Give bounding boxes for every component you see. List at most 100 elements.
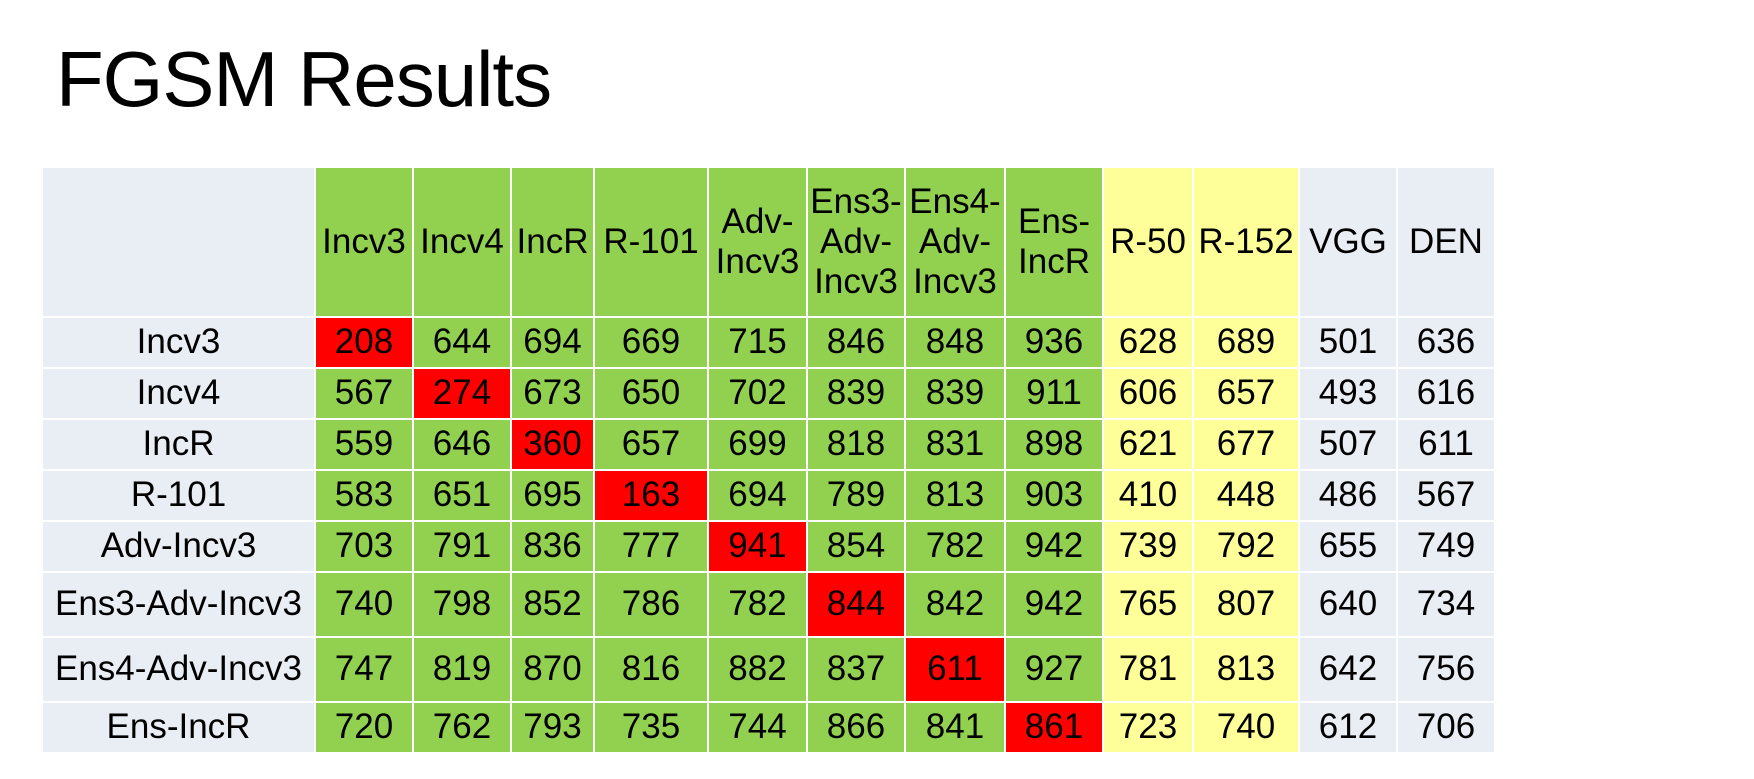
table-row: Incv3 208 644 694 669 715 846 848 936 628 689 501 63… bbox=[41, 316, 1496, 369]
column-header: R-152 bbox=[1192, 166, 1300, 318]
column-header: Ens3-Adv-Incv3 bbox=[806, 166, 906, 318]
value-cell: 702 bbox=[707, 367, 808, 420]
value-cell: 841 bbox=[904, 701, 1006, 754]
value-cell: 628 bbox=[1102, 316, 1194, 369]
row-label: Ens3-Adv-Incv3 bbox=[41, 571, 316, 638]
value-cell: 813 bbox=[1192, 636, 1300, 703]
corner-cell bbox=[41, 166, 316, 318]
value-cell: 789 bbox=[806, 469, 906, 522]
value-cell: 756 bbox=[1396, 636, 1496, 703]
value-cell: 644 bbox=[412, 316, 512, 369]
slide-title: FGSM Results bbox=[56, 35, 552, 123]
value-cell: 818 bbox=[806, 418, 906, 471]
column-header: R-101 bbox=[593, 166, 709, 318]
value-cell: 410 bbox=[1102, 469, 1194, 522]
value-cell: 781 bbox=[1102, 636, 1194, 703]
table-row: Ens3-Adv-Incv3 740 798 852 786 782 844 842 942 76… bbox=[41, 571, 1496, 638]
value-cell: 208 bbox=[314, 316, 414, 369]
column-header: Ens4-Adv-Incv3 bbox=[904, 166, 1006, 318]
value-cell: 793 bbox=[510, 701, 595, 754]
value-cell: 360 bbox=[510, 418, 595, 471]
value-cell: 848 bbox=[904, 316, 1006, 369]
value-cell: 819 bbox=[412, 636, 512, 703]
value-cell: 842 bbox=[904, 571, 1006, 638]
value-cell: 861 bbox=[1004, 701, 1104, 754]
value-cell: 870 bbox=[510, 636, 595, 703]
value-cell: 694 bbox=[707, 469, 808, 522]
value-cell: 941 bbox=[707, 520, 808, 573]
value-cell: 606 bbox=[1102, 367, 1194, 420]
value-cell: 740 bbox=[314, 571, 414, 638]
value-cell: 646 bbox=[412, 418, 512, 471]
value-cell: 836 bbox=[510, 520, 595, 573]
value-cell: 636 bbox=[1396, 316, 1496, 369]
value-cell: 723 bbox=[1102, 701, 1194, 754]
value-cell: 640 bbox=[1298, 571, 1398, 638]
value-cell: 786 bbox=[593, 571, 709, 638]
value-cell: 642 bbox=[1298, 636, 1398, 703]
value-cell: 486 bbox=[1298, 469, 1398, 522]
value-cell: 777 bbox=[593, 520, 709, 573]
value-cell: 703 bbox=[314, 520, 414, 573]
value-cell: 747 bbox=[314, 636, 414, 703]
value-cell: 559 bbox=[314, 418, 414, 471]
value-cell: 677 bbox=[1192, 418, 1300, 471]
value-cell: 816 bbox=[593, 636, 709, 703]
value-cell: 699 bbox=[707, 418, 808, 471]
value-cell: 898 bbox=[1004, 418, 1104, 471]
value-cell: 612 bbox=[1298, 701, 1398, 754]
value-cell: 844 bbox=[806, 571, 906, 638]
value-cell: 942 bbox=[1004, 520, 1104, 573]
header-row: Incv3 Incv4 IncR R-101 Adv-Incv3 Ens3-Adv-Inc… bbox=[41, 166, 1496, 318]
row-label: Adv-Incv3 bbox=[41, 520, 316, 573]
value-cell: 616 bbox=[1396, 367, 1496, 420]
value-cell: 927 bbox=[1004, 636, 1104, 703]
value-cell: 839 bbox=[806, 367, 906, 420]
row-label: Ens-IncR bbox=[41, 701, 316, 754]
value-cell: 715 bbox=[707, 316, 808, 369]
table-row: Adv-Incv3 703 791 836 777 941 854 782 942 739 792 6… bbox=[41, 520, 1496, 573]
value-cell: 694 bbox=[510, 316, 595, 369]
value-cell: 839 bbox=[904, 367, 1006, 420]
value-cell: 673 bbox=[510, 367, 595, 420]
value-cell: 798 bbox=[412, 571, 512, 638]
table-row: IncR 559 646 360 657 699 818 831 898 621 677 507 611 bbox=[41, 418, 1496, 471]
results-table: Incv3 Incv4 IncR R-101 Adv-Incv3 Ens3-Adv-Inc… bbox=[41, 166, 1496, 754]
value-cell: 866 bbox=[806, 701, 906, 754]
value-cell: 739 bbox=[1102, 520, 1194, 573]
value-cell: 650 bbox=[593, 367, 709, 420]
table-row: Ens-IncR 720 762 793 735 744 866 841 861 723 740 61… bbox=[41, 701, 1496, 754]
value-cell: 831 bbox=[904, 418, 1006, 471]
value-cell: 734 bbox=[1396, 571, 1496, 638]
value-cell: 792 bbox=[1192, 520, 1300, 573]
value-cell: 740 bbox=[1192, 701, 1300, 754]
value-cell: 689 bbox=[1192, 316, 1300, 369]
column-header: IncR bbox=[510, 166, 595, 318]
value-cell: 744 bbox=[707, 701, 808, 754]
value-cell: 706 bbox=[1396, 701, 1496, 754]
value-cell: 782 bbox=[707, 571, 808, 638]
value-cell: 720 bbox=[314, 701, 414, 754]
value-cell: 791 bbox=[412, 520, 512, 573]
value-cell: 657 bbox=[1192, 367, 1300, 420]
value-cell: 903 bbox=[1004, 469, 1104, 522]
row-label: R-101 bbox=[41, 469, 316, 522]
row-label: IncR bbox=[41, 418, 316, 471]
value-cell: 695 bbox=[510, 469, 595, 522]
value-cell: 846 bbox=[806, 316, 906, 369]
value-cell: 782 bbox=[904, 520, 1006, 573]
value-cell: 765 bbox=[1102, 571, 1194, 638]
value-cell: 852 bbox=[510, 571, 595, 638]
value-cell: 274 bbox=[412, 367, 512, 420]
column-header: Ens-IncR bbox=[1004, 166, 1104, 318]
column-header: R-50 bbox=[1102, 166, 1194, 318]
value-cell: 651 bbox=[412, 469, 512, 522]
value-cell: 807 bbox=[1192, 571, 1300, 638]
value-cell: 911 bbox=[1004, 367, 1104, 420]
value-cell: 882 bbox=[707, 636, 808, 703]
column-header: Incv4 bbox=[412, 166, 512, 318]
row-label: Incv3 bbox=[41, 316, 316, 369]
value-cell: 583 bbox=[314, 469, 414, 522]
column-header: Adv-Incv3 bbox=[707, 166, 808, 318]
